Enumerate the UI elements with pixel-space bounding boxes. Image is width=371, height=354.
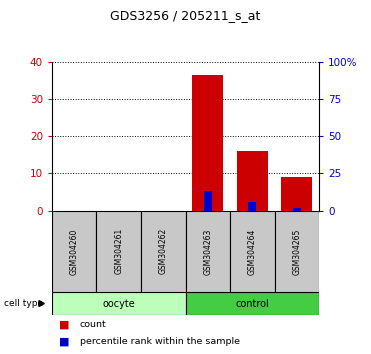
Text: GSM304260: GSM304260 xyxy=(70,228,79,275)
Text: GSM304265: GSM304265 xyxy=(292,228,301,275)
Bar xyxy=(141,211,186,292)
Text: GSM304264: GSM304264 xyxy=(248,228,257,275)
Text: control: control xyxy=(236,298,269,309)
Bar xyxy=(186,211,230,292)
Bar xyxy=(275,211,319,292)
Bar xyxy=(293,208,301,211)
Bar xyxy=(230,211,275,292)
Bar xyxy=(96,211,141,292)
Text: oocyte: oocyte xyxy=(102,298,135,309)
Text: GDS3256 / 205211_s_at: GDS3256 / 205211_s_at xyxy=(110,9,261,22)
Bar xyxy=(186,292,319,315)
Text: ■: ■ xyxy=(59,337,70,347)
Bar xyxy=(52,292,186,315)
Bar xyxy=(237,151,268,211)
Text: percentile rank within the sample: percentile rank within the sample xyxy=(80,337,240,346)
Bar xyxy=(281,177,312,211)
Text: GSM304263: GSM304263 xyxy=(203,228,212,275)
Text: cell type: cell type xyxy=(4,299,43,308)
Bar xyxy=(249,202,256,211)
Text: GSM304261: GSM304261 xyxy=(114,228,123,274)
Bar xyxy=(52,211,96,292)
Bar xyxy=(204,190,212,211)
Text: ■: ■ xyxy=(59,320,70,330)
Bar xyxy=(192,75,223,211)
Text: count: count xyxy=(80,320,106,330)
Text: GSM304262: GSM304262 xyxy=(159,228,168,274)
